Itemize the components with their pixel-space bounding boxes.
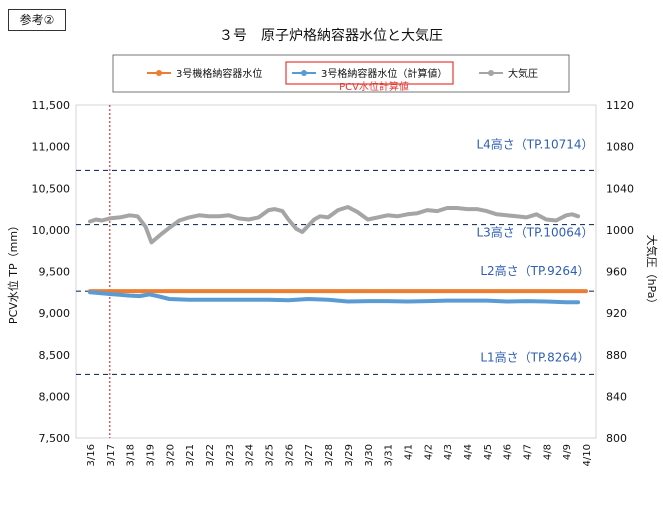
reference-tag: 参考② [8, 9, 66, 31]
x-tick-label: 3/18 [126, 444, 137, 466]
y-tick-label: 11,000 [32, 141, 71, 154]
y-tick-label: 10,500 [32, 182, 71, 195]
x-tick-label: 3/24 [245, 444, 256, 466]
y2-tick-label: 840 [606, 390, 627, 403]
legend-highlight-note: PCV水位計算値 [339, 80, 409, 93]
chart-title: ３号 原子炉格納容器水位と大気圧 [219, 27, 443, 44]
series-layer [88, 205, 588, 305]
y2-tick-label: 1080 [606, 141, 634, 154]
y2-axis-label: 大気圧（hPa） [645, 235, 659, 310]
y-tick-label: 11,500 [32, 99, 71, 112]
reference-lines: L4高さ（TP.10714） L3高さ（TP.10064） L2高さ（TP.9264… [76, 105, 596, 438]
legend-swatch-marker [301, 70, 307, 76]
x-tick-label: 3/27 [304, 444, 315, 466]
x-tick-label: 3/17 [106, 444, 117, 466]
legend: 3号機格納容器水位 3号格納容器水位（計算値）PCV水位計算値 大気圧 [147, 61, 538, 93]
x-tick-label: 4/1 [403, 444, 414, 460]
y-axis-right: 800 840 880 920 960 1000 1040 1080 1120 [606, 99, 634, 445]
legend-highlight-box [285, 61, 454, 85]
reference-line-label: L3高さ（TP.10064） [476, 225, 593, 240]
x-tick-label: 3/23 [225, 444, 236, 466]
reference-line-label: L4高さ（TP.10714） [476, 136, 593, 151]
y2-tick-label: 920 [606, 307, 627, 320]
y2-tick-label: 800 [606, 432, 627, 445]
x-tick-label: 4/2 [423, 444, 434, 460]
x-tick-label: 3/29 [344, 444, 355, 466]
x-tick-label: 4/10 [582, 444, 593, 466]
y-tick-label: 8,500 [39, 349, 71, 362]
x-tick-label: 3/28 [324, 444, 335, 466]
y-tick-label: 9,500 [39, 266, 71, 279]
x-tick-label: 4/6 [503, 444, 514, 460]
y-axis-left: 7,500 8,000 8,500 9,000 9,500 10,000 10,500 11,… [32, 99, 71, 445]
x-tick-label: 3/25 [265, 444, 276, 466]
reference-line-label: L2高さ（TP.9264） [480, 263, 589, 278]
x-tick-label: 4/4 [463, 444, 474, 460]
y2-tick-label: 960 [606, 266, 627, 279]
legend-swatch-marker [156, 70, 162, 76]
legend-entry-label: 大気圧 [508, 67, 538, 80]
y2-tick-label: 1040 [606, 182, 634, 195]
y2-tick-label: 1000 [606, 224, 634, 237]
y2-tick-label: 1120 [606, 99, 634, 112]
x-tick-label: 4/8 [542, 444, 553, 460]
legend-entry-label: 3号機格納容器水位 [176, 67, 262, 80]
x-tick-label: 3/31 [384, 444, 395, 466]
y2-tick-label: 880 [606, 349, 627, 362]
x-tick-label: 4/7 [522, 444, 533, 460]
y-tick-label: 9,000 [39, 307, 71, 320]
series-line [88, 205, 581, 245]
reference-line-label: L1高さ（TP.8264） [480, 349, 589, 364]
x-tick-label: 3/26 [284, 444, 295, 466]
x-tick-label: 3/20 [165, 444, 176, 466]
x-axis: 3/16 3/17 3/18 3/19 3/20 3/21 3/22 3/23 3/24 3/25… [86, 444, 593, 466]
x-tick-label: 3/22 [205, 444, 216, 466]
x-tick-label: 3/30 [364, 444, 375, 466]
y-tick-label: 10,000 [32, 224, 71, 237]
x-tick-label: 4/9 [562, 444, 573, 460]
y-tick-label: 8,000 [39, 390, 71, 403]
x-tick-label: 3/16 [86, 444, 97, 466]
y-tick-label: 7,500 [39, 432, 71, 445]
series-line [88, 290, 581, 305]
legend-swatch-marker [488, 70, 494, 76]
x-tick-label: 3/21 [185, 444, 196, 466]
x-tick-label: 3/19 [146, 444, 157, 466]
legend-entry-label: 3号格納容器水位（計算値） [321, 67, 447, 80]
x-tick-label: 4/5 [483, 444, 494, 460]
plot-area [75, 104, 597, 439]
x-tick-label: 4/3 [443, 444, 454, 460]
y-axis-label: PCV水位 TP（mm） [6, 220, 20, 324]
